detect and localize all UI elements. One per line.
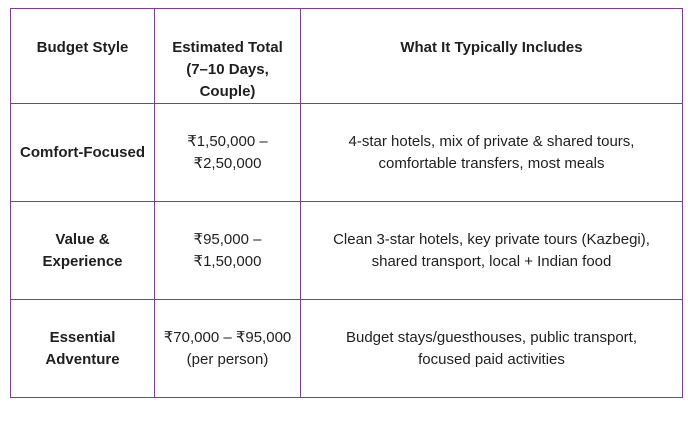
budget-table: Budget Style Estimated Total (7–10 Days,… [10,8,683,398]
header-estimated-total: Estimated Total (7–10 Days, Couple) [154,8,301,104]
row-estimated-total: ₹95,000 – ₹1,50,000 [154,201,301,300]
row-budget-style: Value & Experience [10,201,155,300]
header-includes: What It Typically Includes [300,8,683,104]
row-includes: 4-star hotels, mix of private & shared t… [300,103,683,202]
row-includes: Clean 3-star hotels, key private tours (… [300,201,683,300]
row-budget-style: Comfort-Focused [10,103,155,202]
table-row: Value & Experience ₹95,000 – ₹1,50,000 C… [10,201,683,300]
row-estimated-total: ₹1,50,000 – ₹2,50,000 [154,103,301,202]
row-estimated-total: ₹70,000 – ₹95,000 (per person) [154,299,301,398]
header-budget-style: Budget Style [10,8,155,104]
table-header-row: Budget Style Estimated Total (7–10 Days,… [10,8,683,104]
row-includes: Budget stays/guesthouses, public transpo… [300,299,683,398]
table-row: Essential Adventure ₹70,000 – ₹95,000 (p… [10,299,683,398]
row-budget-style: Essential Adventure [10,299,155,398]
table-row: Comfort-Focused ₹1,50,000 – ₹2,50,000 4-… [10,103,683,202]
budget-table-container: Budget Style Estimated Total (7–10 Days,… [10,8,683,420]
